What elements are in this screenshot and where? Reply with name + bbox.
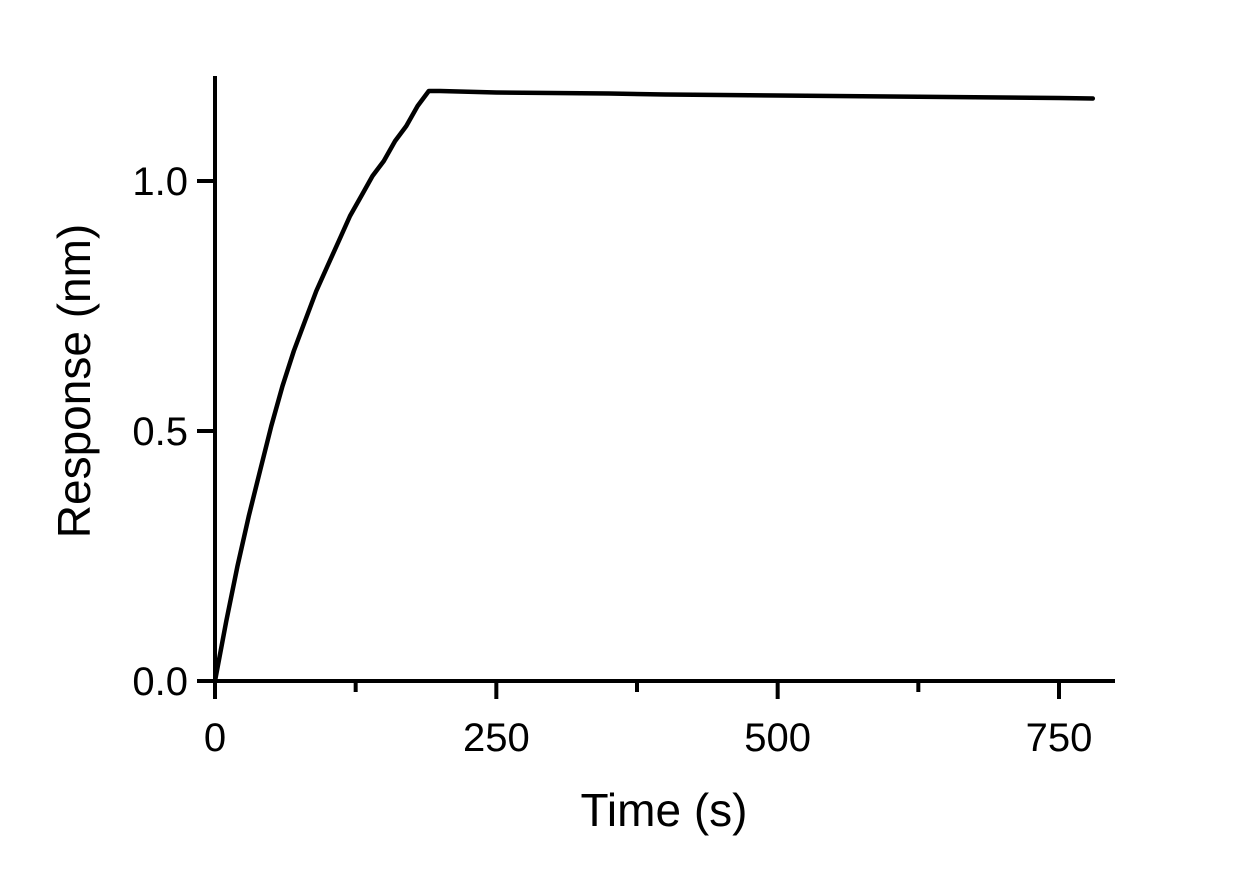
x-tick-label: 500 — [744, 716, 811, 760]
x-axis-title: Time (s) — [581, 784, 748, 836]
plot-area: 0.0 0.5 1.0 0 250 500 750 — [132, 76, 1115, 760]
x-tick-label: 250 — [463, 716, 530, 760]
y-axis-title: Response (nm) — [48, 224, 100, 538]
x-ticks: 0 250 500 750 — [204, 681, 1093, 760]
series-line — [212, 88, 1096, 684]
y-tick-label: 0.0 — [132, 660, 188, 704]
y-tick-label: 0.5 — [132, 410, 188, 454]
x-tick-label: 0 — [204, 716, 226, 760]
series-group — [212, 88, 1096, 684]
y-ticks: 0.0 0.5 1.0 — [132, 160, 215, 704]
y-tick-label: 1.0 — [132, 160, 188, 204]
x-tick-label: 750 — [1026, 716, 1093, 760]
